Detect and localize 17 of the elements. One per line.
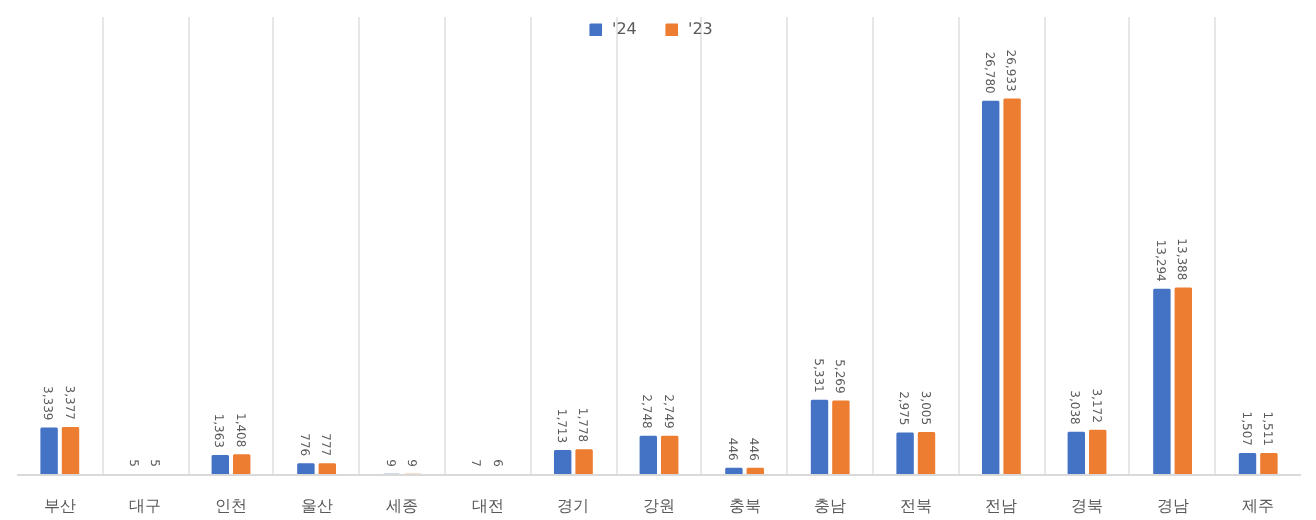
x-tick-label: 경남 — [1156, 497, 1189, 515]
x-tick-label: 경북 — [1071, 497, 1103, 515]
legend-label: '23 — [688, 20, 715, 38]
x-tick-label: 세종 — [386, 497, 419, 515]
x-tick-label: 경기 — [557, 497, 590, 515]
x-tick-label: 전남 — [985, 497, 1018, 515]
x-tick-label: 부산 — [43, 497, 76, 515]
x-tick-label: 인천 — [215, 497, 247, 515]
x-tick-label: 대구 — [129, 497, 162, 515]
legend-label: '24 — [612, 20, 639, 38]
x-tick-label: 울산 — [300, 497, 333, 515]
x-tick-label: 전북 — [899, 497, 932, 515]
x-tick-label: 대전 — [471, 497, 504, 515]
x-tick-label: 제주 — [1242, 497, 1275, 515]
x-tick-label: 충남 — [814, 497, 847, 515]
x-tick-label: 충북 — [728, 497, 761, 515]
x-tick-label: 강원 — [643, 497, 675, 515]
